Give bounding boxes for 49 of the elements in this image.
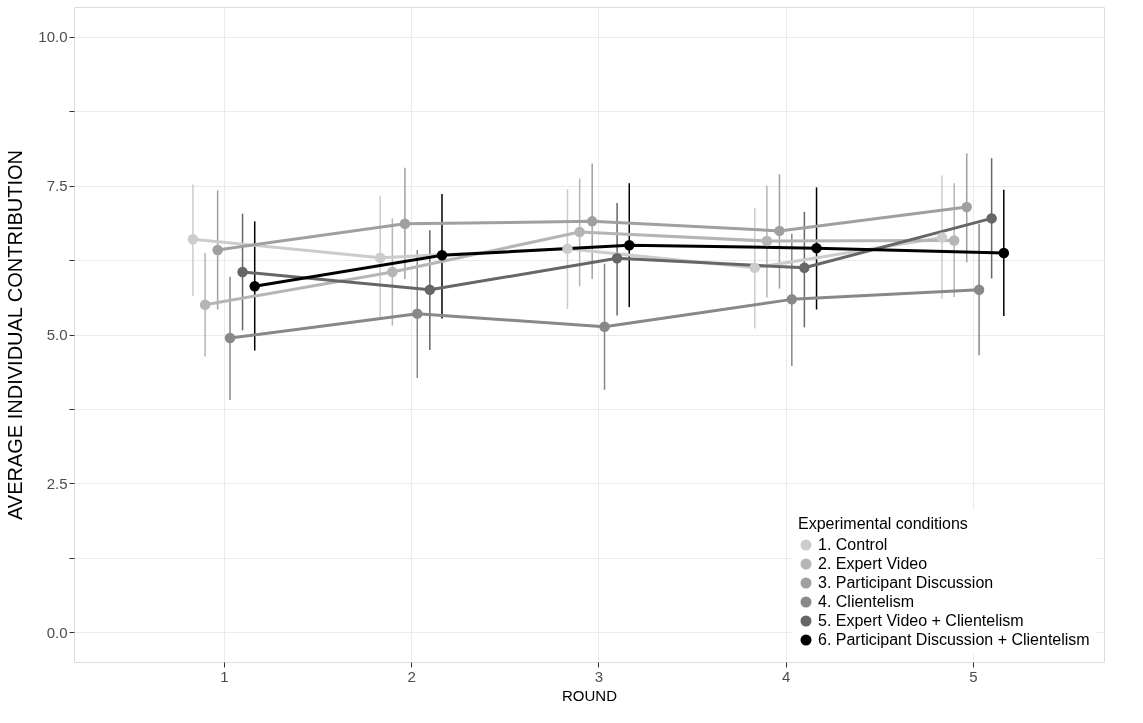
point [811, 242, 822, 254]
point [998, 247, 1010, 259]
legend-label: 6. Participant Discussion + Clientelism [818, 631, 1090, 648]
point [749, 262, 760, 274]
y-tick-label: 7.5 [46, 177, 68, 195]
point [187, 233, 199, 245]
point [786, 294, 798, 305]
y-tick-label: 5.0 [46, 326, 68, 343]
point [562, 243, 573, 254]
x-tick-label: 4 [781, 667, 791, 685]
point [412, 308, 423, 319]
y-tick-label: 0.0 [46, 623, 68, 641]
point [424, 284, 436, 296]
point [599, 321, 610, 332]
point [799, 262, 810, 274]
point [199, 299, 211, 310]
point [936, 232, 948, 243]
point [986, 213, 997, 224]
point [237, 266, 248, 278]
legend-label: 4. Clientelism [818, 593, 915, 610]
y-tick-label: 2.5 [46, 474, 68, 492]
point [774, 225, 785, 237]
point [961, 201, 972, 213]
point [436, 250, 448, 261]
point [399, 218, 411, 229]
legend-label: 3. Participant Discussion [818, 574, 994, 591]
x-axis-title: ROUND [562, 686, 618, 704]
x-tick-label: 2 [407, 667, 416, 685]
legend-label: 2. Expert Video [818, 555, 928, 572]
point [948, 235, 960, 246]
point [387, 266, 398, 278]
y-axis-title: AVERAGE INDIVIDUAL CONTRIBUTION [4, 149, 27, 521]
point [761, 235, 773, 247]
point [224, 332, 236, 344]
point [374, 252, 386, 263]
x-tick-label: 5 [969, 667, 978, 685]
point [574, 226, 585, 238]
point [973, 284, 985, 296]
legend-label: 5. Expert Video + Clientelism [818, 612, 1024, 629]
legend-title: Experimental conditions [798, 515, 968, 532]
point [586, 216, 598, 227]
point [212, 244, 223, 256]
x-tick-label: 1 [220, 667, 229, 685]
point [624, 239, 635, 251]
x-tick-label: 3 [594, 667, 604, 685]
point [611, 253, 623, 264]
legend-label: 1. Control [818, 536, 888, 553]
point [249, 281, 260, 292]
y-tick-label: 10.0 [38, 28, 68, 46]
